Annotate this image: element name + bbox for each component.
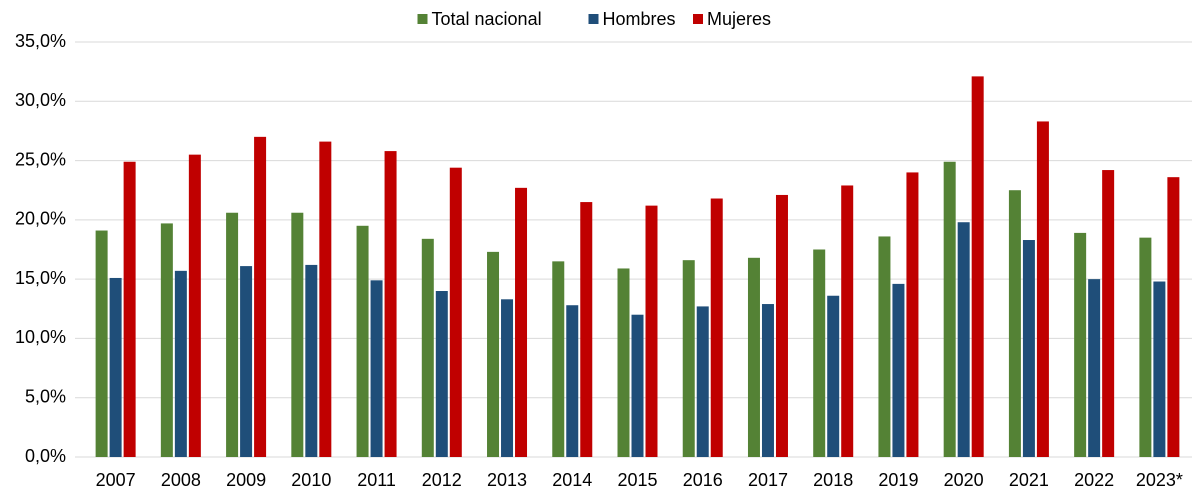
bar (957, 222, 970, 457)
bar (421, 238, 434, 457)
x-tick-label: 2020 (944, 470, 984, 490)
x-tick-label: 2013 (487, 470, 527, 490)
legend-swatch (417, 14, 428, 24)
bar (645, 205, 658, 457)
bar (892, 283, 905, 457)
bar (971, 76, 984, 457)
bar (1167, 177, 1180, 457)
bar (291, 212, 304, 457)
bar (356, 225, 369, 457)
x-tick-label: 2010 (291, 470, 331, 490)
legend-label: Hombres (603, 9, 676, 29)
bar (696, 306, 709, 457)
bar (1008, 190, 1021, 457)
bar (240, 266, 253, 457)
legend-swatch (588, 14, 599, 24)
y-tick-label: 5,0% (25, 386, 66, 406)
legend-swatch (693, 14, 703, 24)
bar (370, 280, 383, 457)
x-tick-label: 2014 (552, 470, 592, 490)
bar (501, 299, 514, 457)
x-tick-label: 2021 (1009, 470, 1049, 490)
bar (1088, 279, 1101, 457)
y-tick-label: 35,0% (15, 31, 66, 51)
bar (384, 151, 397, 458)
bar (515, 187, 528, 458)
bar (1022, 240, 1035, 457)
bar (254, 136, 267, 457)
y-tick-label: 25,0% (15, 149, 66, 169)
y-tick-label: 10,0% (15, 327, 66, 347)
y-tick-label: 20,0% (15, 209, 66, 229)
bar (682, 260, 695, 457)
bar (1074, 232, 1087, 457)
legend-label: Mujeres (707, 9, 771, 29)
x-tick-label: 2017 (748, 470, 788, 490)
bar (943, 161, 956, 457)
x-tick-label: 2019 (878, 470, 918, 490)
bar (617, 268, 630, 457)
bar (305, 264, 318, 457)
x-tick-label: 2008 (161, 470, 201, 490)
bar (710, 198, 723, 457)
bar (188, 154, 201, 457)
legend-label: Total nacional (432, 9, 542, 29)
bar (631, 314, 644, 457)
bar (841, 185, 854, 457)
bar (1153, 281, 1166, 457)
bar (552, 261, 565, 457)
x-tick-label: 2018 (813, 470, 853, 490)
x-tick-label: 2015 (617, 470, 657, 490)
bar (761, 304, 774, 457)
x-tick-label: 2022 (1074, 470, 1114, 490)
bar (566, 305, 579, 457)
x-tick-label: 2023* (1136, 470, 1183, 490)
bar (747, 257, 760, 457)
y-tick-label: 0,0% (25, 446, 66, 466)
bar (95, 230, 108, 457)
x-tick-label: 2011 (357, 470, 396, 490)
bar (1036, 121, 1049, 457)
bar (226, 212, 239, 457)
x-tick-label: 2012 (422, 470, 462, 490)
bar (1102, 170, 1115, 458)
bar (160, 223, 173, 457)
bar (775, 194, 788, 457)
bar (123, 161, 136, 457)
x-tick-label: 2007 (96, 470, 136, 490)
bar (580, 202, 593, 457)
bar (449, 167, 462, 457)
bar (813, 249, 826, 457)
bar (906, 172, 919, 457)
bar (1139, 237, 1152, 457)
bar (487, 251, 500, 457)
bar (174, 270, 187, 457)
y-tick-label: 15,0% (15, 268, 66, 288)
bar (109, 277, 122, 457)
bar (435, 291, 448, 457)
bar (878, 236, 891, 457)
bar (827, 295, 840, 457)
x-tick-label: 2009 (226, 470, 266, 490)
x-tick-label: 2016 (683, 470, 723, 490)
y-tick-label: 30,0% (15, 90, 66, 110)
bar (319, 141, 332, 457)
